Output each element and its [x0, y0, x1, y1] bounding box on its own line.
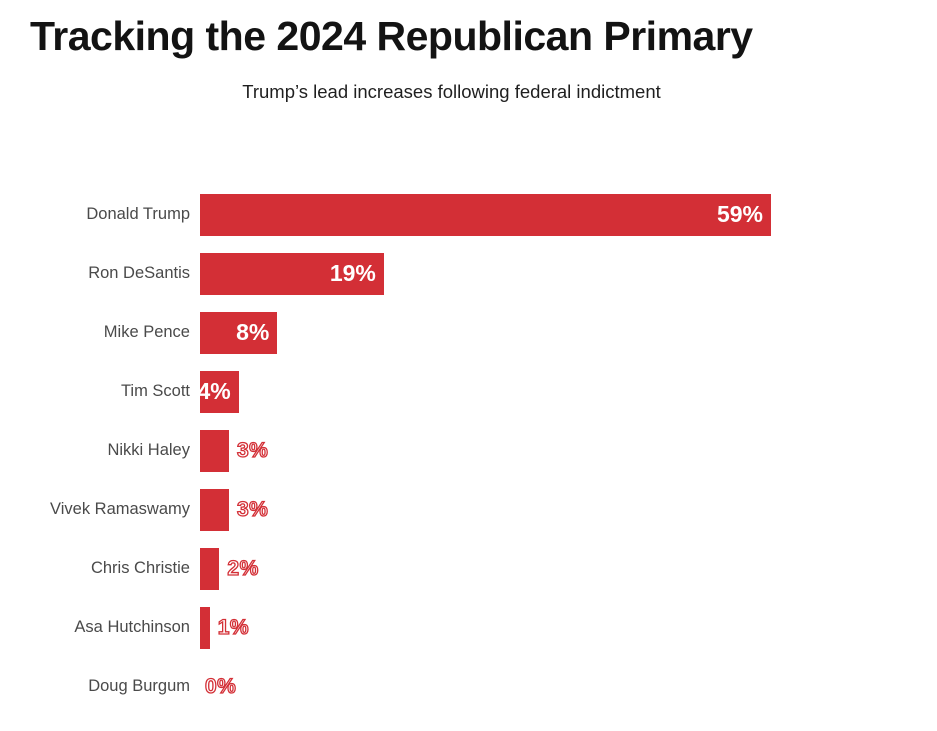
value-label: 3% [236, 497, 269, 521]
category-label: Ron DeSantis [88, 264, 190, 283]
value-label: 19% [329, 260, 376, 287]
bar-area: 4% [197, 370, 937, 413]
chart-row: Nikki Haley 3% [0, 421, 937, 480]
bar [200, 429, 229, 472]
chart-row: Vivek Ramaswamy 3% [0, 480, 937, 539]
bar [200, 547, 220, 590]
bar-area: 3% [200, 488, 937, 531]
category-label: Mike Pence [103, 323, 190, 342]
value-label: 4% [197, 378, 231, 405]
value-label: 0% [204, 674, 237, 698]
chart-row: Donald Trump 59% [0, 185, 937, 244]
category-label: Tim Scott [120, 382, 190, 401]
chart-row: Chris Christie 2% [0, 539, 937, 598]
category-label: Asa Hutchinson [74, 618, 190, 637]
value-label: 3% [236, 438, 269, 462]
bar [200, 606, 210, 649]
bar-chart: Donald Trump 59% Ron DeSantis 19% Mike Pence… [0, 185, 937, 716]
chart-subtitle: Trump’s lead increases following federal… [242, 81, 661, 103]
poll-chart-page: Tracking the 2024 Republican Primary Tru… [0, 13, 937, 716]
category-label: Doug Burgum [88, 677, 190, 696]
bar-area: 59% [200, 193, 937, 236]
value-label: 2% [227, 556, 259, 580]
chart-row: Mike Pence 8% [0, 303, 937, 362]
page-title: Tracking the 2024 Republican Primary [30, 13, 753, 59]
bar: 4% [197, 370, 239, 413]
chart-row: Tim Scott 4% [0, 362, 937, 421]
category-label: Donald Trump [86, 205, 190, 224]
bar-area: 2% [200, 547, 937, 590]
value-label: 1% [217, 615, 250, 639]
bar [200, 488, 229, 531]
bar: 59% [200, 193, 771, 236]
category-label: Nikki Haley [107, 441, 190, 460]
bar: 8% [200, 311, 278, 354]
chart-row: Asa Hutchinson 1% [0, 598, 937, 657]
category-label: Chris Christie [90, 559, 190, 578]
bar-area: 19% [200, 252, 937, 295]
value-label: 59% [716, 201, 763, 228]
bar-area: 1% [200, 606, 937, 649]
value-label: 8% [236, 319, 270, 346]
chart-row: Ron DeSantis 19% [0, 244, 937, 303]
bar-area: 3% [200, 429, 937, 472]
bar: 19% [200, 252, 384, 295]
bar-area: 0% [200, 666, 937, 708]
bar-area: 8% [200, 311, 937, 354]
category-label: Vivek Ramaswamy [50, 500, 190, 519]
chart-row: Doug Burgum 0% [0, 657, 937, 716]
